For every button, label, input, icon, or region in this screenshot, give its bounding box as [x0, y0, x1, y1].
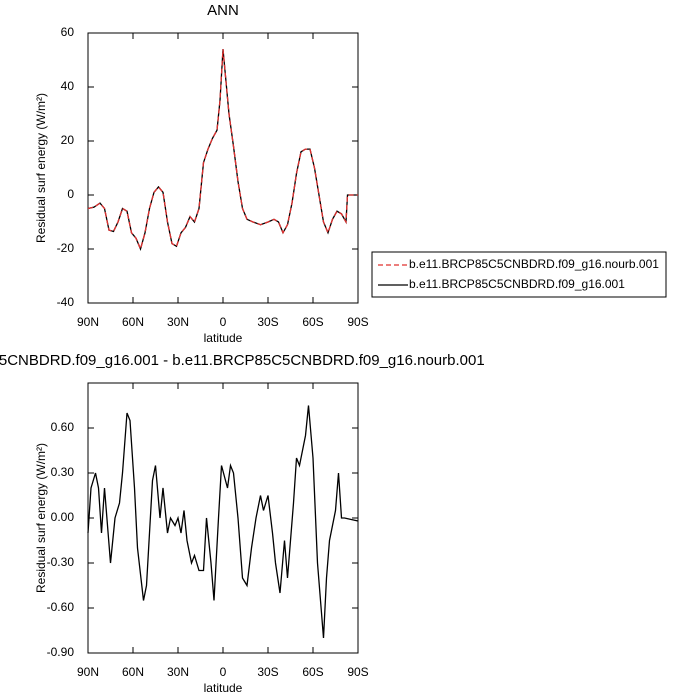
x-tick-label: 90S: [347, 315, 368, 329]
y-tick-label: -0.60: [47, 600, 75, 614]
x-tick-label: 30S: [257, 315, 278, 329]
x-tick-label: 60S: [302, 315, 323, 329]
x-tick-label: 30N: [167, 665, 189, 679]
y-tick-label: 0.00: [51, 510, 75, 524]
y-tick-label: -40: [57, 295, 75, 309]
legend-label: b.e11.BRCP85C5CNBDRD.f09_g16.001: [409, 277, 625, 291]
y-axis-label: Residual surf energy (W/m²): [34, 93, 48, 243]
plot-frame: [87, 382, 359, 654]
x-tick-label: 60S: [302, 665, 323, 679]
x-tick-label: 60N: [122, 665, 144, 679]
legend-label: b.e11.BRCP85C5CNBDRD.f09_g16.nourb.001: [409, 257, 659, 271]
y-tick-label: -20: [57, 241, 75, 255]
y-tick-label: 60: [61, 25, 75, 39]
y-tick-label: 20: [61, 133, 75, 147]
x-tick-label: 0: [220, 315, 227, 329]
x-tick-label: 60N: [122, 315, 144, 329]
x-tick-label: 0: [220, 665, 227, 679]
y-tick-label: 0.60: [51, 420, 75, 434]
x-axis-label: latitude: [204, 681, 243, 695]
line-series: [87, 405, 359, 639]
x-tick-label: 30S: [257, 665, 278, 679]
chart-title: ANN: [207, 2, 239, 19]
y-tick-label: 0.30: [51, 465, 75, 479]
chart-title: P85C5CNBDRD.f09_g16.001 - b.e11.BRCP85C5…: [0, 352, 485, 369]
x-axis-label: latitude: [204, 331, 243, 345]
x-tick-label: 30N: [167, 315, 189, 329]
line-series: [87, 49, 358, 251]
x-tick-label: 90N: [77, 665, 99, 679]
y-axis-label: Residual surf energy (W/m²): [34, 443, 48, 593]
y-tick-label: 0: [67, 187, 74, 201]
y-tick-label: -0.90: [47, 645, 75, 659]
plot-frame: [87, 32, 359, 304]
x-tick-label: 90N: [77, 315, 99, 329]
legend-box: [371, 251, 667, 298]
x-tick-label: 90S: [347, 665, 368, 679]
y-tick-label: 40: [61, 79, 75, 93]
y-tick-label: -0.30: [47, 555, 75, 569]
